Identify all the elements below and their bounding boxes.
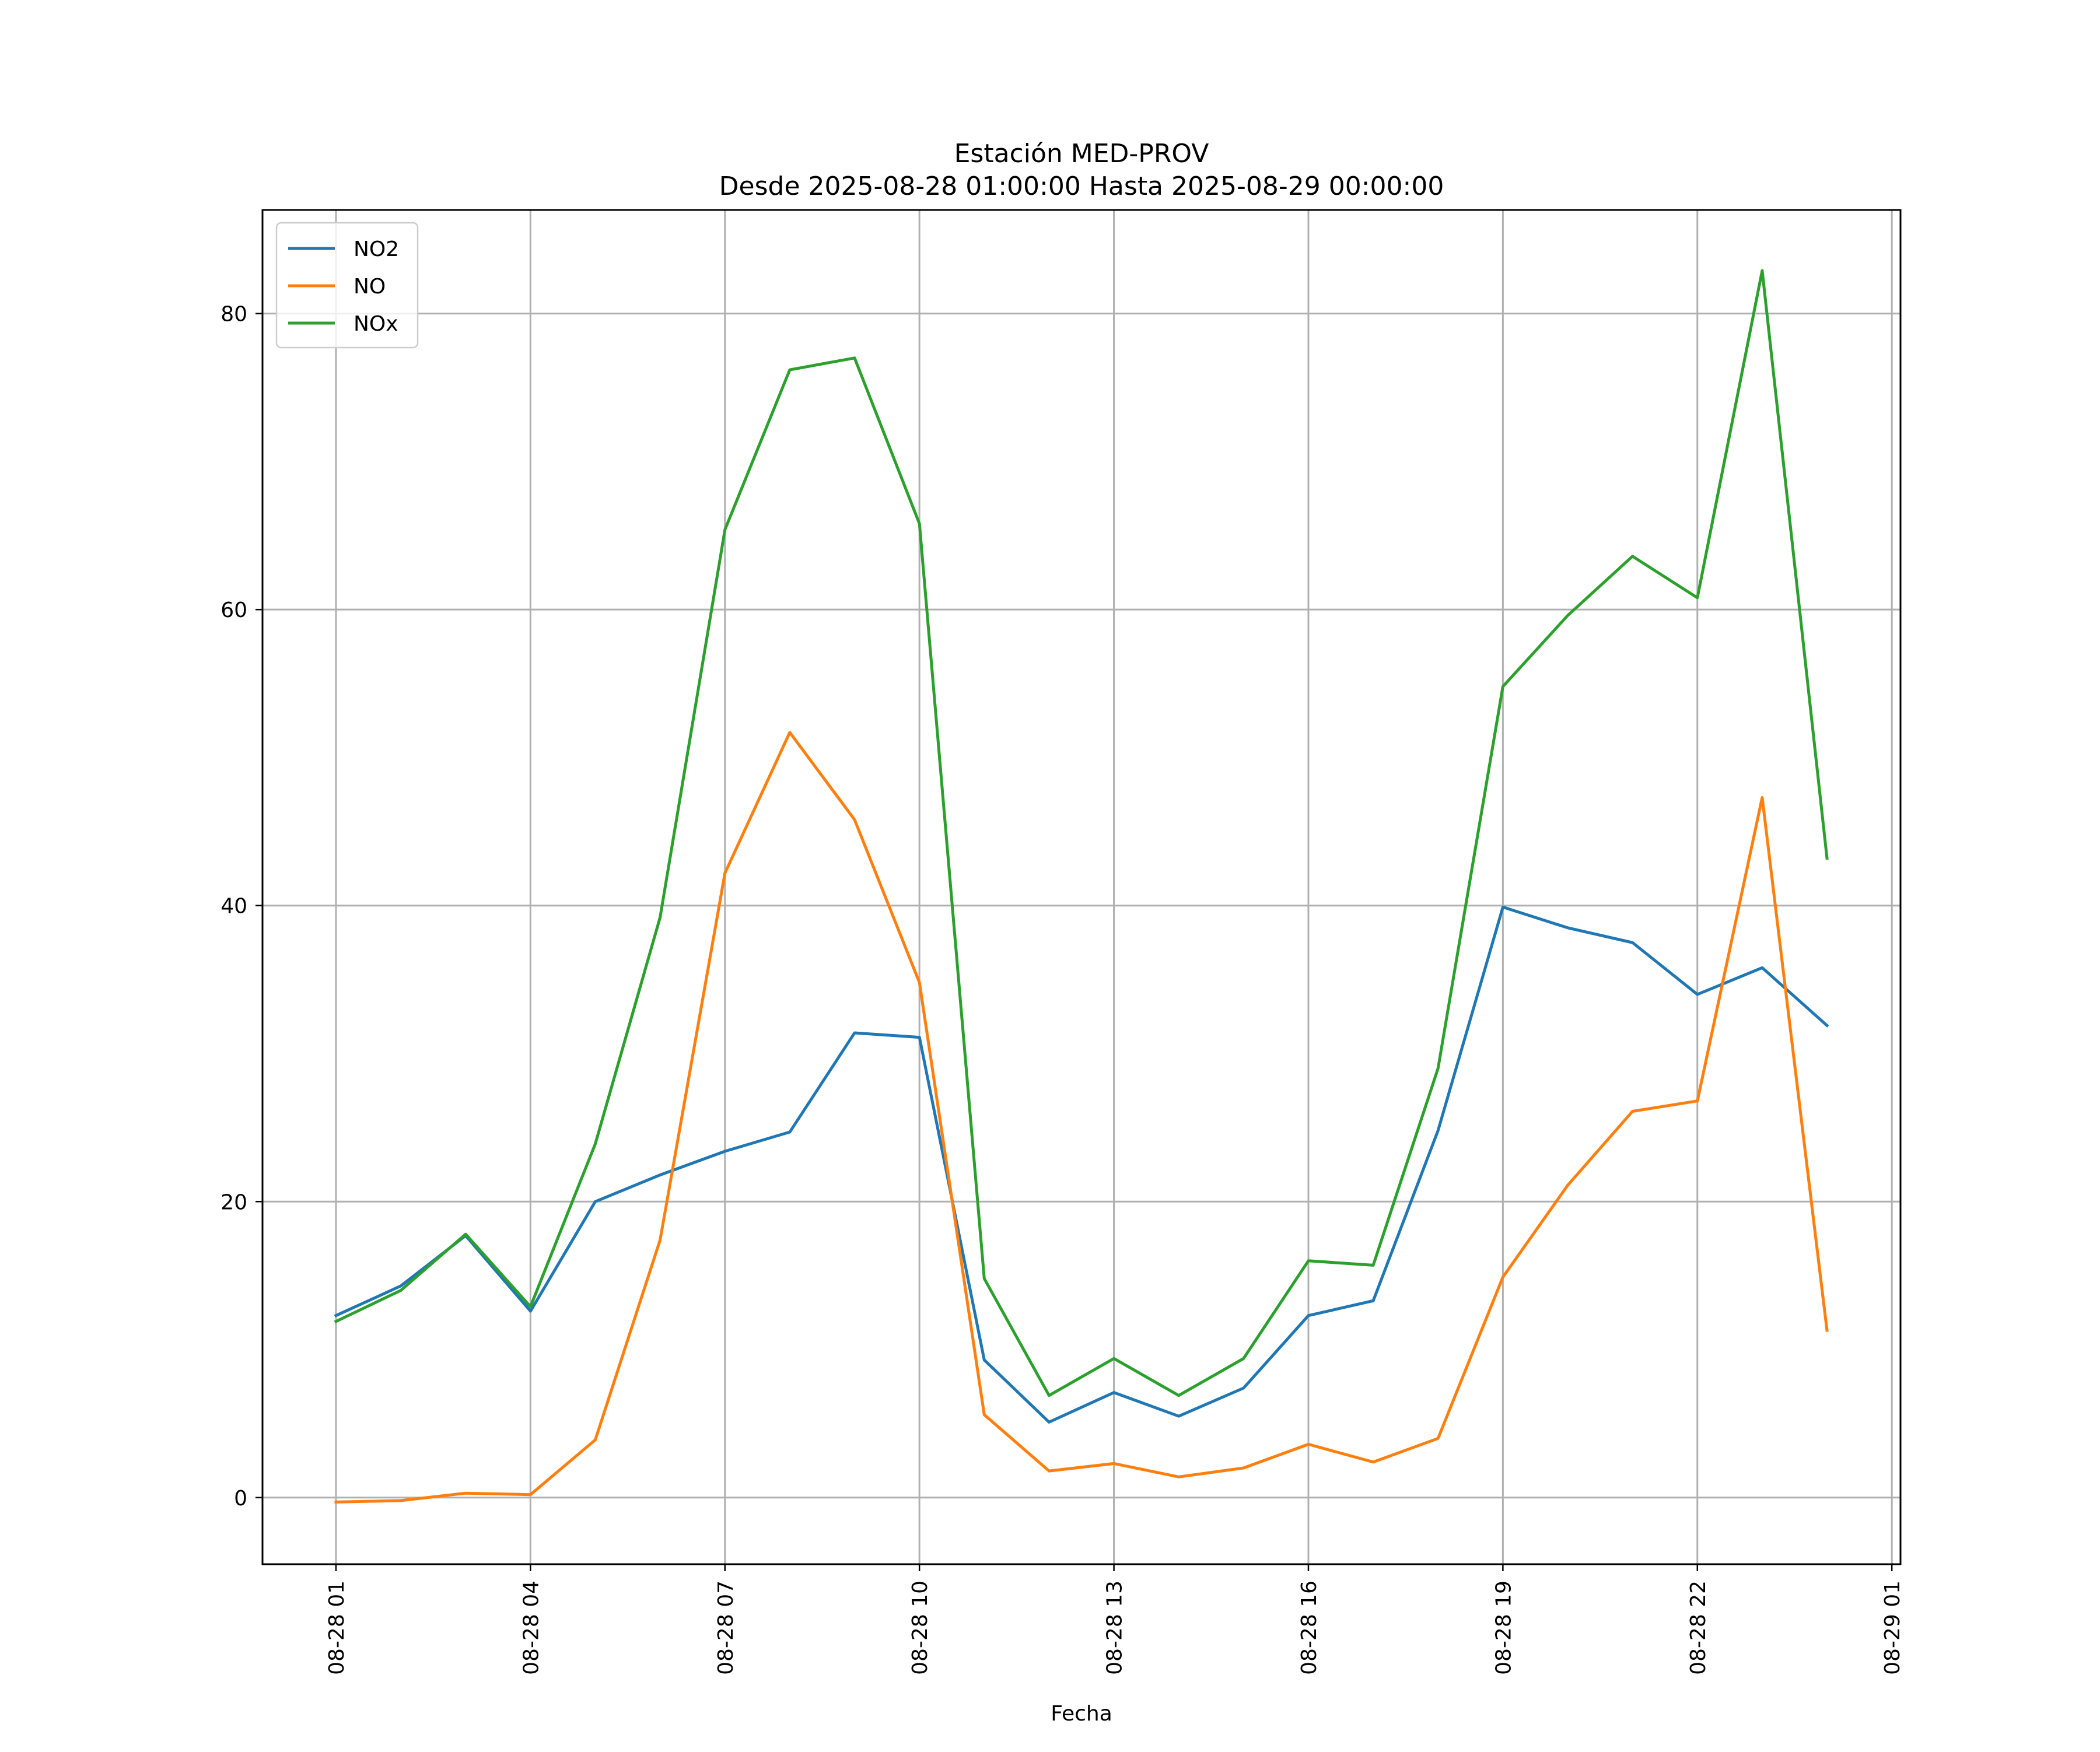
y-tick-label: 80 (220, 303, 247, 327)
x-axis-label: Fecha (1051, 1702, 1112, 1726)
x-tick-label: 08-29 01 (1881, 1581, 1905, 1675)
y-tick-label: 60 (220, 598, 247, 622)
ticks: 08-28 01 08-28 04 08-28 07 08-28 10 08-28 13… (220, 303, 1905, 1675)
x-tick-label: 08-28 19 (1492, 1581, 1516, 1675)
legend-label-no: NO (354, 275, 386, 299)
x-tick-label: 08-28 13 (1103, 1581, 1127, 1675)
plot-frame (261, 209, 1902, 1565)
x-tick-label: 08-28 01 (325, 1581, 349, 1675)
x-tick-label: 08-28 04 (519, 1581, 543, 1675)
series-layer (334, 269, 1829, 1504)
x-tick-label: 08-28 22 (1686, 1581, 1710, 1675)
series-line-no (334, 731, 1829, 1504)
x-tick-label: 08-28 10 (908, 1581, 932, 1675)
series-line-nox (334, 269, 1829, 1397)
legend-label-no2: NO2 (354, 237, 399, 261)
legend-label-nox: NOx (354, 312, 398, 336)
legend: NO2 NO NOx (275, 222, 419, 349)
chart-subtitle: Desde 2025-08-28 01:00:00 Hasta 2025-08-… (719, 171, 1444, 201)
series-line-no2 (334, 905, 1829, 1424)
x-tick-label: 08-28 16 (1297, 1581, 1321, 1675)
y-tick-label: 40 (220, 895, 247, 919)
x-tick-label: 08-28 07 (714, 1581, 738, 1675)
y-tick-label: 0 (234, 1487, 247, 1511)
grid (262, 210, 1901, 1564)
y-tick-label: 20 (220, 1190, 247, 1214)
legend-box (275, 222, 419, 349)
chart-title: Estación MED-PROV (954, 139, 1209, 169)
